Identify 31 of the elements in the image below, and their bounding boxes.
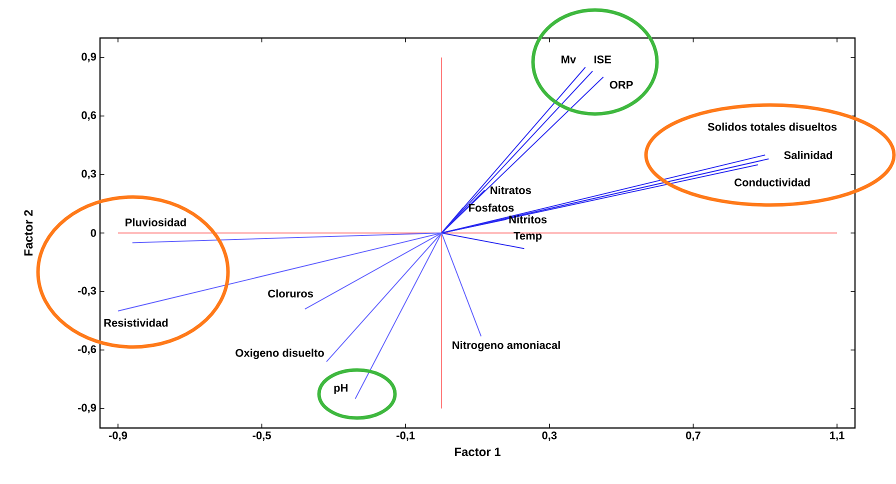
series-label: Fosfatos (469, 204, 514, 212)
series-label: Cloruros (268, 289, 314, 298)
series-label: Nitritos (509, 215, 547, 224)
series-label: ISE (594, 56, 612, 64)
y-tick-label: 0,6 (82, 111, 96, 121)
series-label: pH (334, 384, 348, 394)
x-tick-label: -0,1 (396, 432, 415, 441)
x-tick-label: -0,9 (108, 432, 128, 441)
series-label: Oxigeno disuelto (236, 348, 324, 360)
y-axis-title: Factor 2 (24, 210, 33, 256)
series-label: Temp (514, 232, 542, 242)
y-tick-label: 0,9 (82, 52, 96, 62)
series-label: ORP (610, 80, 633, 89)
x-tick-label: 0,3 (542, 432, 557, 441)
series-label: Pluviosidad (126, 218, 186, 226)
y-tick-label: -0,3 (78, 286, 96, 296)
text: Nitrogeno amoniacal (452, 340, 560, 352)
x-tick-label: 0,7 (686, 432, 700, 441)
series-label: Salinidad (784, 150, 832, 160)
series-label: Mv (562, 56, 576, 64)
y-tick-label: 0,3 (82, 170, 96, 180)
y-tick-label: 0 (90, 229, 96, 237)
x-tick-label: 1,1 (830, 432, 844, 441)
x-tick-label: -0,5 (252, 432, 271, 441)
y-tick-label: -0,9 (78, 404, 96, 414)
series-label: Conductividad (734, 178, 810, 186)
text: Solidos totales disueltos (708, 122, 837, 131)
x-axis-title: Factor 1 (454, 448, 500, 456)
y-tick-label: -0,6 (78, 345, 96, 355)
series-label: Resistividad (104, 318, 168, 327)
series-label: Nitratos (490, 186, 531, 194)
